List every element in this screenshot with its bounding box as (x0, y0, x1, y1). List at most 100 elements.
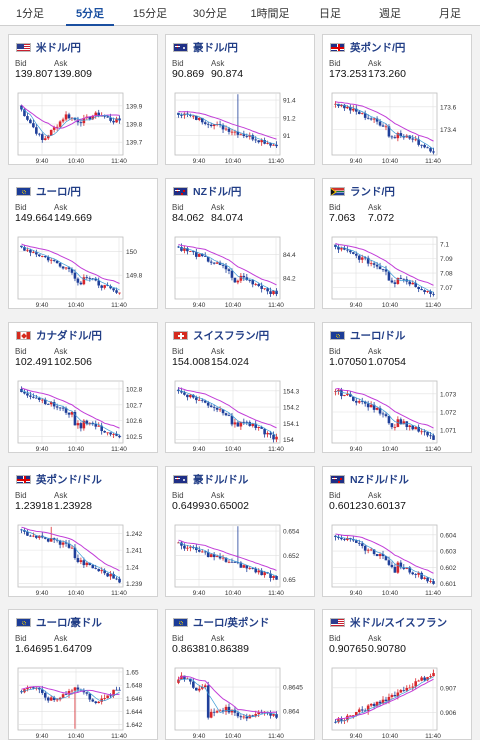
candle (411, 138, 415, 140)
candle (387, 271, 391, 281)
candle (91, 116, 95, 120)
candle (109, 432, 112, 435)
pair-link[interactable]: NZドル/円 (173, 185, 241, 198)
rate-card[interactable]: ユーロ/英ポンド Bid Ask 0.86381 0.86389 0.8645 0.864 9… (165, 609, 315, 740)
candle (263, 288, 266, 290)
tab-2[interactable]: 5分足 (60, 0, 120, 26)
candle (26, 531, 29, 536)
pair-link[interactable]: ユーロ/円 (16, 185, 81, 198)
x-tick-label: 9:40 (193, 158, 206, 165)
candle (360, 257, 364, 260)
rate-card[interactable]: 豪ドル/円 Bid Ask 90.869 90.874 91.4 91.2 91 9:40 10:… (165, 34, 315, 165)
candle (91, 422, 95, 425)
rate-card[interactable]: 英ポンド/円 Bid Ask 173.253 173.260 173.6 173.4 9:40… (322, 34, 472, 165)
candle (82, 118, 86, 124)
candle (118, 292, 121, 294)
rate-card[interactable]: 英ポンド/ドル Bid Ask 1.23918 1.23928 1.242 1.241 1.2… (8, 466, 158, 597)
x-tick-label: 11:40 (268, 733, 284, 740)
tab-6[interactable]: 日足 (319, 7, 341, 20)
candle (227, 269, 231, 271)
pair-link[interactable]: ユーロ/英ポンド (173, 616, 269, 629)
rate-card[interactable]: 米ドル/スイスフラン Bid Ask 0.90765 0.90780 0.907 0.906… (322, 609, 472, 740)
ask-label: Ask (211, 59, 225, 68)
candle (180, 675, 183, 680)
rate-card[interactable]: ユーロ/円 Bid Ask 149.664 149.669 150 149.8 9:40 10:… (8, 178, 158, 309)
candle (354, 540, 358, 543)
candle (375, 554, 379, 557)
rate-card[interactable]: 米ドル/円 Bid Ask 139.807 139.809 139.9 139.8 139.7… (8, 34, 158, 165)
y-tick-label: 102.8 (126, 386, 143, 393)
y-tick-label: 102.6 (126, 418, 143, 425)
pair-link[interactable]: ユーロ/豪ドル (16, 616, 102, 629)
rate-card[interactable]: NZドル/円 Bid Ask 84.062 84.074 84.4 84.2 9:40 10:4… (165, 178, 315, 309)
rate-card[interactable]: カナダドル/円 Bid Ask 102.491 102.506 102.8 102.7 102… (8, 322, 158, 453)
pair-link[interactable]: 米ドル/スイスフラン (330, 616, 447, 629)
candle (40, 689, 44, 693)
ask-value: 1.07054 (368, 356, 406, 368)
candle (82, 560, 86, 566)
candle (55, 406, 59, 408)
pair-link[interactable]: 英ポンド/ドル (16, 473, 102, 486)
flag-uk-icon (16, 474, 31, 484)
pair-link[interactable]: カナダドル/円 (16, 329, 102, 342)
tab-5[interactable]: 1時間足 (250, 7, 290, 20)
ask-value: 1.23928 (54, 500, 92, 512)
candle (97, 280, 101, 286)
candle (251, 567, 255, 569)
tab-8[interactable]: 月足 (439, 7, 461, 20)
candle (372, 404, 376, 410)
rate-card[interactable]: スイスフラン/円 Bid Ask 154.008 154.024 154.3 154.2 15… (165, 322, 315, 453)
tab-7[interactable]: 週足 (379, 7, 401, 20)
pair-link[interactable]: 豪ドル/円 (173, 41, 238, 54)
candle (349, 250, 352, 253)
candle (43, 537, 47, 539)
candle (215, 407, 219, 410)
rate-card[interactable]: NZドル/ドル Bid Ask 0.60123 0.60137 0.604 0.603 0.6… (322, 466, 472, 597)
candle (100, 570, 103, 572)
candle (195, 397, 198, 401)
tab-3[interactable]: 15分足 (132, 7, 168, 20)
pair-link[interactable]: ユーロ/ドル (330, 329, 406, 342)
x-tick-label: 10:40 (68, 302, 85, 309)
rate-card[interactable]: ユーロ/豪ドル Bid Ask 1.64695 1.64709 1.65 1.648 1.64… (8, 609, 158, 740)
candle (275, 436, 278, 440)
pair-link[interactable]: 豪ドル/ドル (173, 473, 248, 486)
flag-ca-icon (16, 330, 31, 340)
y-tick-label: 1.646 (126, 696, 143, 703)
x-tick-label: 9:40 (36, 158, 49, 165)
candle (369, 549, 373, 551)
x-tick-label: 11:40 (111, 733, 127, 740)
ask-value: 173.260 (368, 68, 406, 80)
ask-value: 1.64709 (54, 643, 92, 655)
candle (372, 118, 376, 120)
price-chart: 154.3 154.2 154.1 154 9:40 10:40 11:40 (174, 380, 300, 453)
candle (378, 266, 382, 270)
rate-card[interactable]: ユーロ/ドル Bid Ask 1.07050 1.07054 1.073 1.072 1.07… (322, 322, 472, 453)
tab-1[interactable]: 1分足 (15, 7, 45, 20)
pair-link[interactable]: NZドル/ドル (330, 473, 409, 486)
pair-name: ユーロ/ドル (350, 329, 406, 342)
candle (70, 411, 74, 415)
rate-card[interactable]: 豪ドル/ドル Bid Ask 0.64993 0.65002 0.654 0.652 0.65… (165, 466, 315, 597)
candle (393, 695, 397, 697)
candle (263, 428, 266, 435)
candle (360, 709, 364, 711)
candle (224, 706, 228, 712)
rate-card[interactable]: ランド/円 Bid Ask 7.063 7.072 7.1 7.09 7.08 7.07 9:40… (322, 178, 472, 309)
candle (103, 115, 106, 117)
y-tick-label: 154 (283, 437, 294, 444)
ask-value: 149.669 (54, 212, 92, 224)
candle (236, 131, 240, 135)
pair-link[interactable]: ランド/円 (330, 185, 395, 198)
flag-nz-icon (330, 474, 345, 484)
pair-link[interactable]: スイスフラン/円 (173, 329, 269, 342)
candle (266, 432, 269, 435)
candle (109, 573, 112, 577)
candle (206, 402, 210, 406)
tab-4[interactable]: 30分足 (192, 7, 228, 20)
pair-link[interactable]: 米ドル/円 (16, 41, 81, 54)
pair-link[interactable]: 英ポンド/円 (330, 41, 405, 54)
candle (366, 403, 370, 408)
candle (23, 392, 26, 394)
candle (20, 691, 23, 693)
